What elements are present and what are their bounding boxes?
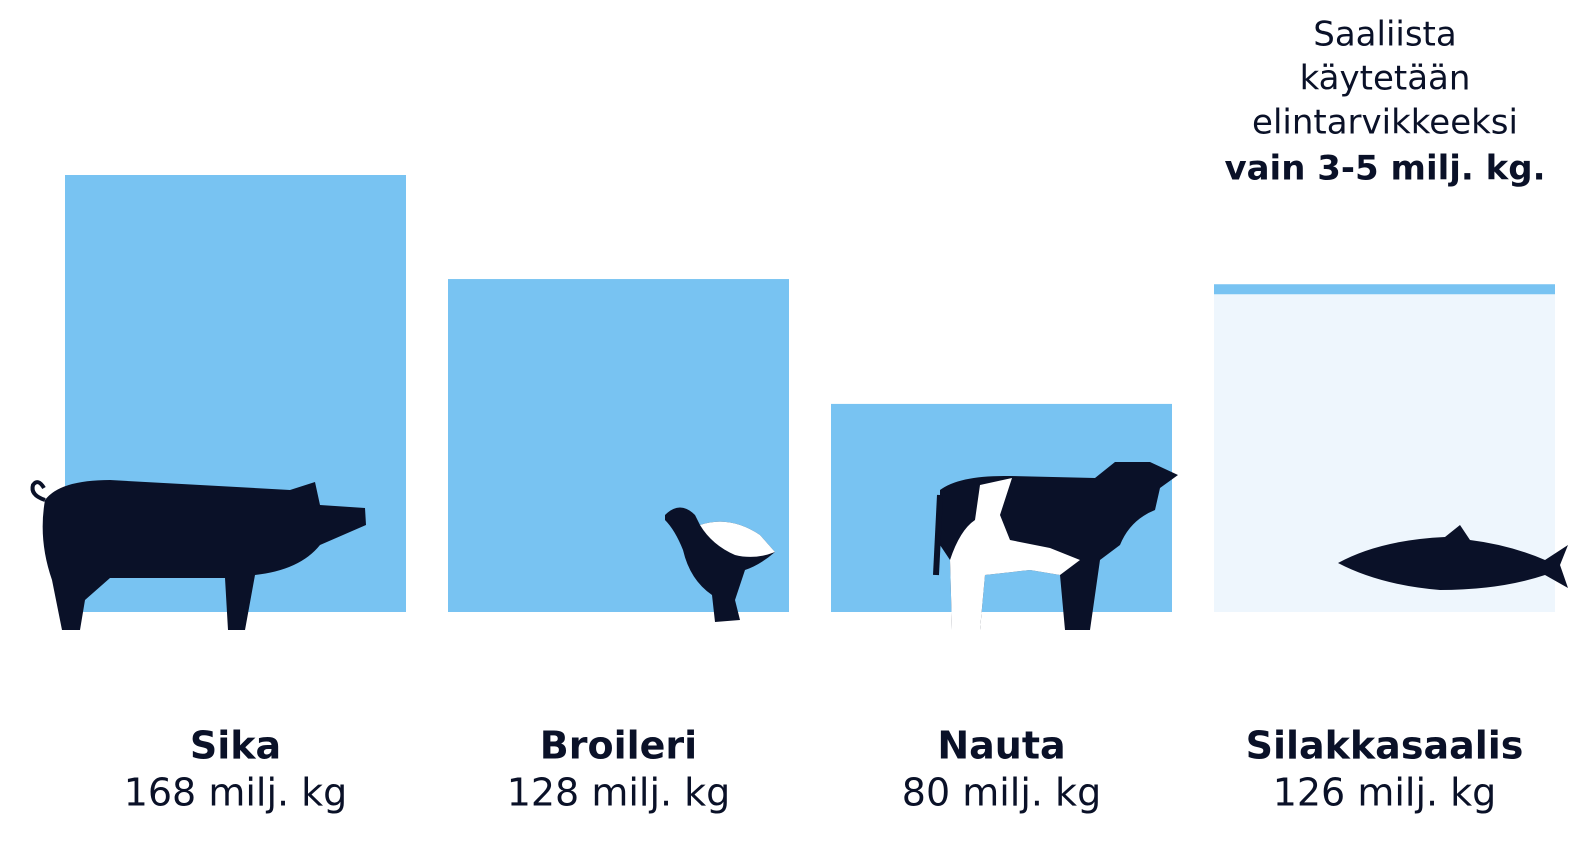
annotation-line: käytetään <box>1300 59 1471 99</box>
value-label: 80 milj. kg <box>902 771 1101 815</box>
category-label: Broileri <box>540 724 697 768</box>
animals <box>30 462 1568 630</box>
annotation-emphasis: vain 3-5 milj. kg. <box>1224 149 1545 189</box>
pig-icon <box>30 480 367 630</box>
value-label: 128 milj. kg <box>507 771 731 815</box>
annotation-line: elintarvikkeeksi <box>1252 103 1518 143</box>
cow-icon <box>933 462 1178 630</box>
category-label: Sika <box>190 724 281 768</box>
category-label: Silakkasaalis <box>1246 724 1524 768</box>
bars <box>65 175 1555 612</box>
value-label: 126 milj. kg <box>1273 771 1497 815</box>
fish-icon <box>1338 525 1568 590</box>
catch-food-strip <box>1214 284 1555 295</box>
annotation-line: Saaliista <box>1313 15 1456 55</box>
value-label: 168 milj. kg <box>124 771 348 815</box>
category-label: Nauta <box>937 724 1065 768</box>
labels: Saaliista käytetään elintarvikkeeksi vai… <box>124 15 1546 815</box>
chicken-icon <box>665 507 775 622</box>
